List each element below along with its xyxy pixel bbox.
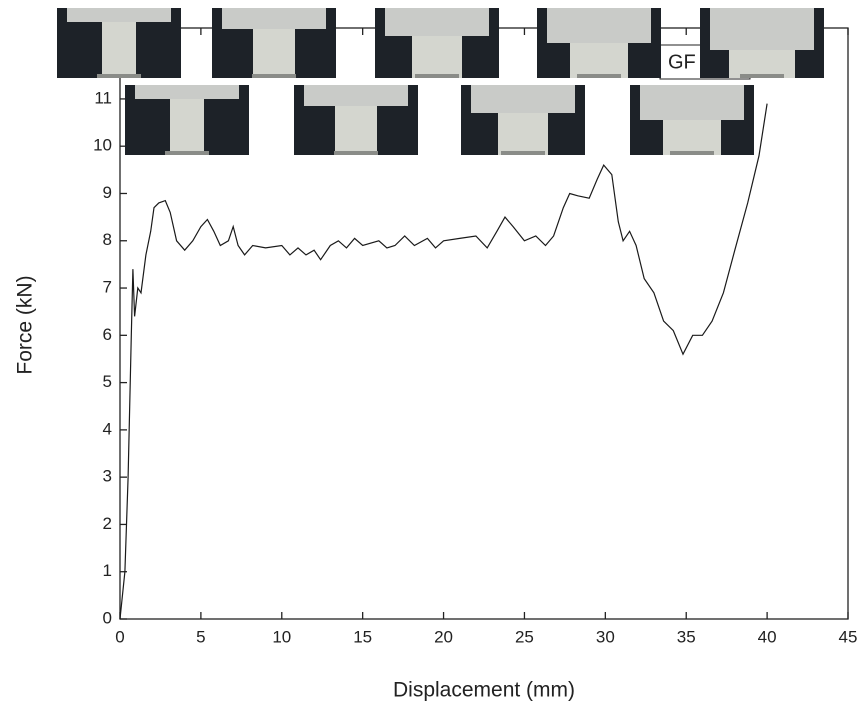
photo-part (471, 85, 575, 113)
annotation: GF (668, 51, 696, 73)
photo (125, 85, 249, 155)
photo (294, 85, 418, 155)
photo-part (165, 151, 209, 155)
photo-part (710, 8, 814, 50)
y-tick-label: 1 (103, 561, 112, 580)
photo-part (640, 85, 744, 120)
photo-part (740, 74, 784, 78)
y-tick-label: 11 (94, 88, 112, 107)
photo (57, 8, 181, 78)
photo (212, 8, 336, 78)
force-curve (119, 103, 768, 620)
photo-part (498, 113, 548, 155)
x-tick-label: 15 (353, 627, 372, 646)
photo (461, 85, 585, 155)
x-tick-label: 40 (758, 627, 777, 646)
photo-part (663, 120, 721, 155)
x-tick-label: 10 (272, 627, 291, 646)
x-tick-label: 35 (677, 627, 696, 646)
photo-part (670, 151, 714, 155)
x-tick-label: 20 (434, 627, 453, 646)
photo-part (170, 99, 204, 155)
x-tick-label: 5 (196, 627, 205, 646)
y-tick-label: 0 (103, 608, 112, 627)
x-tick-label: 45 (839, 627, 858, 646)
y-tick-label: 6 (103, 325, 112, 344)
photo-part (97, 74, 141, 78)
photo-part (501, 151, 545, 155)
photo (700, 8, 824, 78)
photo-part (135, 85, 239, 99)
photo-part (334, 151, 378, 155)
y-tick-label: 7 (103, 278, 112, 297)
y-tick-label: 2 (103, 514, 112, 533)
y-axis-title: Force (kN) (14, 275, 37, 374)
y-tick-label: 10 (93, 136, 112, 155)
photo (375, 8, 499, 78)
y-tick-label: 3 (103, 467, 112, 486)
photo-part (415, 74, 459, 78)
photo-part (252, 74, 296, 78)
y-tick-label: 8 (103, 230, 112, 249)
x-axis-title: Displacement (mm) (393, 679, 575, 702)
x-tick-label: 30 (596, 627, 615, 646)
photo-part (102, 22, 136, 78)
photo (630, 85, 754, 155)
y-tick-label: 4 (103, 419, 112, 438)
x-tick-label: 25 (515, 627, 534, 646)
x-tick-label: 0 (115, 627, 124, 646)
photo-part (412, 36, 462, 78)
y-tick-label: 9 (103, 183, 112, 202)
photo-part (304, 85, 408, 106)
photo-part (729, 50, 795, 78)
photo-part (385, 8, 489, 36)
photo-part (335, 106, 377, 155)
photo-part (67, 8, 171, 22)
photo-part (547, 8, 651, 43)
photo-part (253, 29, 295, 78)
y-tick-label: 5 (103, 372, 112, 391)
photo-part (570, 43, 628, 78)
photo (537, 8, 661, 78)
photo-part (577, 74, 621, 78)
photo-part (222, 8, 326, 29)
